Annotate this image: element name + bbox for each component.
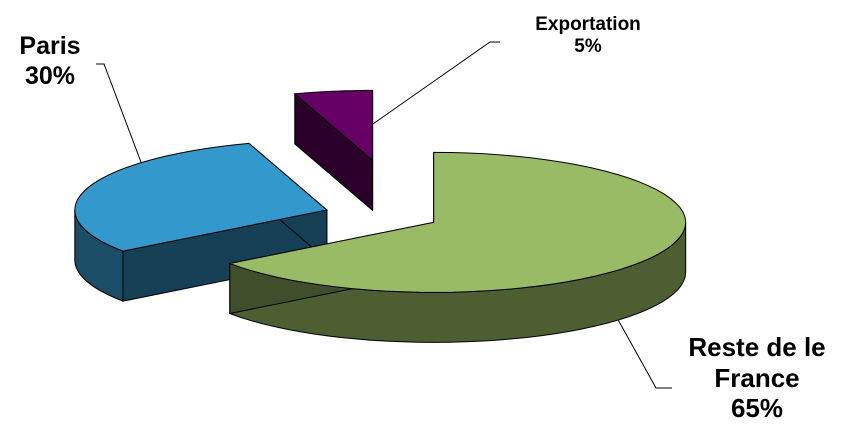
reste-label-line-2: France bbox=[714, 362, 800, 393]
slice-2 bbox=[227, 151, 687, 343]
exportation-percent-text: 5% bbox=[574, 36, 602, 58]
exportation-label-text: Exportation bbox=[535, 14, 641, 35]
paris-percent-text: 30% bbox=[24, 61, 76, 90]
reste-slice-label: Reste de le France 65% bbox=[668, 332, 844, 424]
slice-1-top-face bbox=[293, 89, 374, 162]
exportation-leader-line bbox=[349, 41, 500, 141]
pie-slices bbox=[74, 89, 687, 343]
slice-1 bbox=[293, 89, 374, 212]
reste-percent-text: 65% bbox=[730, 393, 784, 424]
paris-slice-label: Paris 30% bbox=[6, 32, 94, 91]
leader-lines bbox=[96, 41, 672, 389]
slice-0-top-face bbox=[74, 142, 328, 252]
slice-0 bbox=[74, 142, 328, 302]
slice-2-top-face bbox=[227, 151, 687, 293]
paris-label-text: Paris bbox=[19, 32, 81, 60]
exportation-slice-label: Exportation 5% bbox=[498, 14, 678, 59]
reste-label-line-1: Reste de le bbox=[688, 332, 826, 362]
paris-leader-line bbox=[96, 63, 151, 187]
reste-leader-line bbox=[605, 297, 672, 389]
